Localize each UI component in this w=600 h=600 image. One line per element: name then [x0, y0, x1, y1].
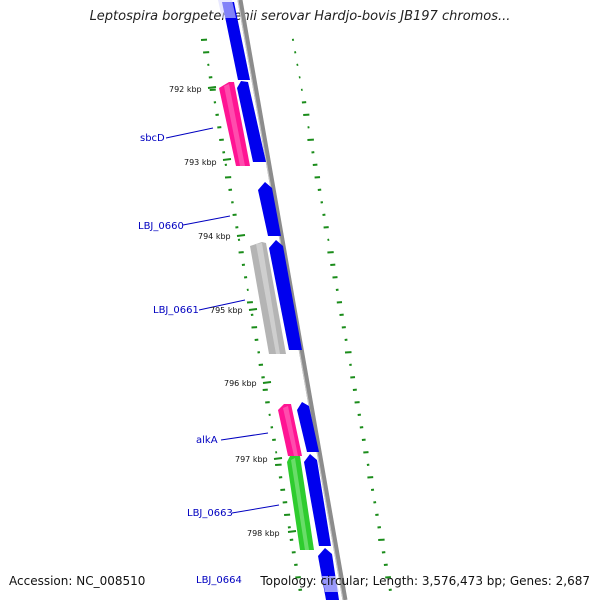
- kbp-label-793: 793 kbp: [184, 158, 217, 167]
- leader-alkA: [220, 432, 269, 441]
- gc-content-track-right: [291, 38, 392, 591]
- feature-pink-alkA[interactable]: [278, 404, 302, 456]
- gene-label-LBJ_0660[interactable]: LBJ_0660: [138, 221, 184, 232]
- leader-LBJ_0661: [198, 299, 246, 311]
- kbp-label-797: 797 kbp: [235, 455, 268, 464]
- kbp-label-798: 798 kbp: [247, 529, 280, 538]
- map-title: Leptospira borgpetersenii serovar Hardjo…: [89, 9, 511, 24]
- leader-sbcD: [165, 127, 214, 139]
- feature-top-blue[interactable]: [218, 0, 250, 80]
- feature-grey-LBJ_0661[interactable]: [250, 242, 286, 354]
- feature-blue-sbcD[interactable]: [237, 81, 266, 162]
- gene-label-LBJ_0664[interactable]: LBJ_0664: [196, 575, 242, 586]
- kbp-label-795: 795 kbp: [210, 306, 243, 315]
- feature-blue-LBJ_0661[interactable]: [269, 240, 302, 350]
- kbp-label-792: 792 kbp: [169, 85, 202, 94]
- gene-label-LBJ_0661[interactable]: LBJ_0661: [153, 305, 199, 316]
- accession-text: Accession: NC_008510: [9, 574, 146, 588]
- feature-blue-LBJ_0660[interactable]: [258, 182, 281, 236]
- kbp-ticks: [207, 86, 297, 533]
- genome-summary-text: Topology: circular; Length: 3,576,473 bp…: [260, 574, 590, 588]
- leader-LBJ_0663: [231, 504, 280, 514]
- gene-label-sbcD[interactable]: sbcD: [140, 133, 165, 144]
- leader-LBJ_0660: [182, 215, 231, 226]
- feature-pink-792[interactable]: [219, 82, 250, 166]
- feature-blue-alkA[interactable]: [297, 402, 319, 452]
- feature-blue-LBJ_0664[interactable]: [318, 548, 339, 600]
- kbp-label-796: 796 kbp: [224, 379, 257, 388]
- feature-green-LBJ_0663[interactable]: [287, 456, 314, 550]
- gene-label-LBJ_0663[interactable]: LBJ_0663: [187, 508, 233, 519]
- gc-content-track-left: [200, 38, 303, 591]
- kbp-label-794: 794 kbp: [198, 232, 231, 241]
- feature-blue-LBJ_0663[interactable]: [304, 454, 331, 546]
- gene-label-alkA[interactable]: alkA: [196, 435, 218, 446]
